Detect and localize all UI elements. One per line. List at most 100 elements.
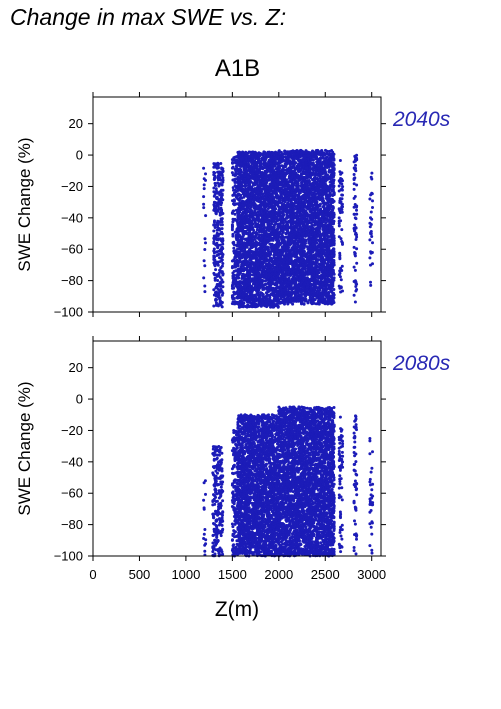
- scatter-point: [269, 252, 273, 256]
- scatter-point: [221, 242, 225, 246]
- scatter-point: [204, 172, 207, 176]
- scatter-point: [215, 298, 218, 302]
- scatter-point: [212, 186, 216, 190]
- scatter-point: [232, 297, 236, 300]
- scatter-point: [240, 184, 244, 188]
- scatter-point: [236, 264, 240, 268]
- scatter-point: [232, 286, 236, 290]
- scatter-point: [248, 282, 251, 286]
- scatter-point: [238, 258, 242, 262]
- scatter-point: [218, 193, 222, 197]
- scatter-point: [231, 265, 234, 268]
- scatter-point: [282, 213, 285, 217]
- scatter-point: [272, 195, 276, 199]
- scatter-point: [231, 220, 235, 224]
- scatter-point: [221, 239, 225, 242]
- scatter-point: [203, 237, 207, 241]
- scatter-point: [218, 276, 222, 279]
- scatter-point: [216, 279, 220, 282]
- scatter-point: [202, 187, 206, 191]
- scatter-point: [220, 232, 224, 236]
- scatter-point: [232, 243, 236, 247]
- scatter-point: [248, 270, 252, 274]
- scatter-point: [221, 167, 225, 171]
- scatter-point: [296, 183, 300, 187]
- scatter-point: [232, 209, 236, 213]
- page-title: Change in max SWE vs. Z:: [10, 4, 287, 30]
- scatter-point: [219, 162, 223, 165]
- scatter-point: [221, 180, 225, 184]
- scatter-point: [213, 174, 217, 178]
- scatter-point: [232, 198, 236, 202]
- scatter-point: [237, 260, 241, 264]
- scatter-point: [214, 164, 218, 168]
- scatter-point: [216, 304, 220, 308]
- scatter-point: [202, 276, 206, 280]
- scatter-point: [202, 202, 206, 206]
- scatter-point: [214, 212, 218, 216]
- scatter-point: [252, 228, 256, 232]
- scatter-point: [299, 168, 303, 172]
- scatter-point: [231, 186, 235, 190]
- scatter-point: [204, 178, 207, 182]
- scatter-point: [281, 234, 284, 238]
- scatter-point: [213, 278, 217, 282]
- scatter-point: [220, 217, 224, 221]
- scatter-point: [214, 268, 218, 272]
- scatter-point: [202, 206, 206, 210]
- scatter-point: [204, 241, 207, 245]
- scatter-point: [202, 166, 206, 170]
- scatter-point: [221, 176, 225, 180]
- scatter-point: [221, 253, 225, 256]
- scatter-point: [203, 264, 207, 268]
- scatter-point: [232, 276, 236, 280]
- scatter-point: [213, 171, 217, 175]
- scatter-point: [235, 160, 239, 164]
- scatter-point: [220, 264, 224, 268]
- scatter-point: [216, 246, 220, 250]
- scatter-point: [221, 188, 225, 192]
- scatter-point: [287, 265, 290, 269]
- scatter-point: [266, 245, 270, 249]
- scatter-point: [217, 252, 221, 256]
- scatter-point: [274, 207, 278, 211]
- scatter-point: [234, 177, 237, 181]
- scatter-point: [213, 223, 217, 227]
- scatter-point: [217, 273, 221, 277]
- scatter-point: [216, 204, 220, 208]
- scatter-point: [220, 227, 224, 231]
- scatter-point: [216, 164, 220, 168]
- scatter-point: [221, 280, 225, 284]
- scatter-point: [217, 184, 221, 188]
- scatter-point: [220, 220, 224, 224]
- scatter-point: [221, 178, 225, 182]
- scatter-point: [202, 195, 206, 199]
- scatter-point: [218, 228, 221, 232]
- scatter-point: [255, 165, 259, 169]
- scatter-point: [220, 305, 224, 309]
- scatter-point: [216, 263, 220, 267]
- scatter-point: [233, 217, 237, 221]
- scatter-point: [300, 293, 303, 297]
- scatter-point: [221, 247, 225, 251]
- scatter-point: [215, 231, 219, 235]
- scatter-point: [203, 290, 207, 294]
- scatter-point: [214, 184, 217, 187]
- scatter-point: [232, 246, 236, 250]
- scatter-point: [218, 232, 222, 236]
- scatter-point: [277, 239, 281, 242]
- scatter-point: [251, 226, 255, 230]
- scatter-point: [218, 243, 222, 247]
- scatter-point: [202, 183, 206, 187]
- scatter-point: [221, 291, 225, 295]
- scatter-points-2040s: [202, 148, 374, 309]
- scatter-point: [233, 184, 237, 188]
- scatter-point: [242, 301, 246, 305]
- scenario-title: A1B: [214, 55, 261, 82]
- scatter-point: [203, 248, 207, 251]
- scatter-point: [221, 212, 225, 215]
- scatter-point: [221, 262, 225, 265]
- scatter-point: [215, 189, 218, 193]
- scatter-point: [213, 255, 216, 259]
